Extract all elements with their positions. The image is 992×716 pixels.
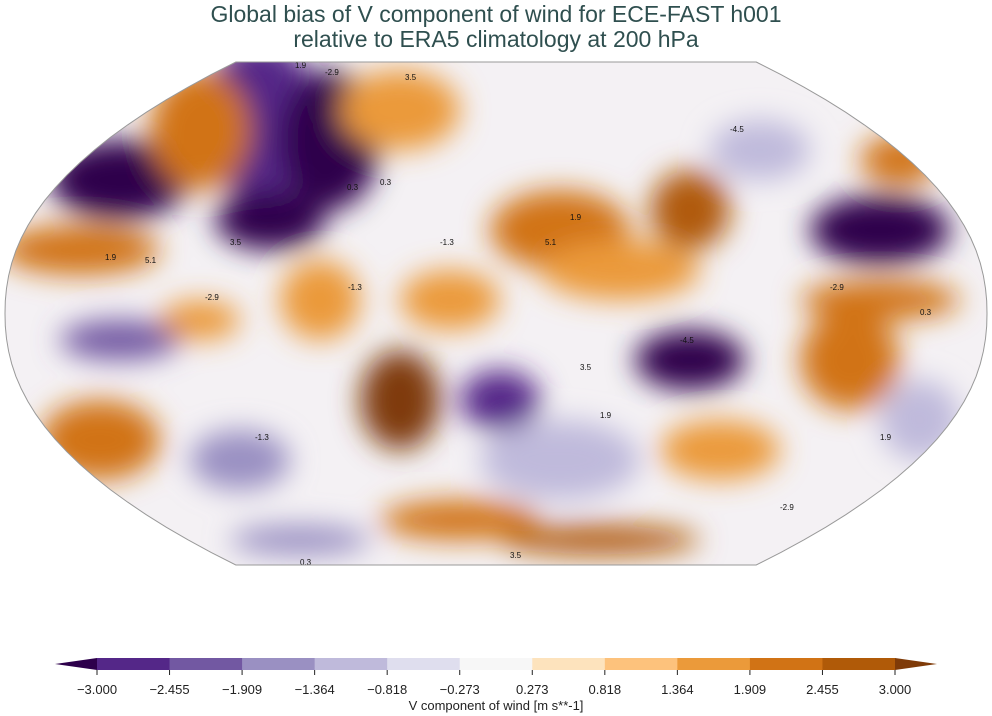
chart-title-line2: relative to ERA5 climatology at 200 hPa <box>293 26 699 52</box>
map-boundary <box>4 61 988 566</box>
field-anomaly-0 <box>50 140 190 220</box>
colorbar-tick-label: −0.818 <box>367 682 408 697</box>
contour-label: 3.5 <box>510 551 522 560</box>
field-anomaly-16 <box>360 350 440 450</box>
field-anomaly-24 <box>380 500 540 540</box>
colorbar-tick-label: 3.000 <box>878 682 912 697</box>
colorbar-tick-label: −1.364 <box>294 682 335 697</box>
contour-label: 0.3 <box>347 183 359 192</box>
field-anomaly-19 <box>60 320 180 360</box>
contour-label: 5.1 <box>145 256 157 265</box>
contour-label: 1.9 <box>880 433 892 442</box>
field-anomaly-10 <box>810 195 950 265</box>
field-anomaly-23 <box>660 420 780 480</box>
colorbar-tick-label: 0.273 <box>515 682 549 697</box>
field-anomaly-22 <box>480 420 640 500</box>
colorbar <box>55 658 937 675</box>
colorbar-tick-label: 1.364 <box>661 682 694 697</box>
field-anomaly-29 <box>880 380 960 460</box>
contour-label: 1.9 <box>570 213 582 222</box>
colorbar-bin-8 <box>677 658 751 670</box>
contour-label: -2.9 <box>205 293 219 302</box>
contour-label: 0.3 <box>920 308 932 317</box>
colorbar-low-arrow <box>55 658 97 670</box>
colorbar-bin-3 <box>314 658 388 670</box>
field-anomaly-4 <box>150 70 250 190</box>
contour-label: -2.9 <box>325 68 339 77</box>
colorbar-high-arrow <box>895 658 937 670</box>
field-anomaly-25 <box>500 525 700 555</box>
field-anomaly-12 <box>800 280 960 320</box>
field-anomaly-28 <box>710 120 810 180</box>
contour-label: -1.3 <box>255 433 269 442</box>
contour-label: 0.3 <box>380 178 392 187</box>
colorbar-tick-label: 2.455 <box>806 682 839 697</box>
field-anomaly-17 <box>280 260 360 340</box>
colorbar-bin-6 <box>532 658 606 670</box>
field-anomaly-15 <box>460 370 540 430</box>
colorbar-tick-label: −1.909 <box>222 682 263 697</box>
colorbar-bin-2 <box>242 658 316 670</box>
colorbar-bin-1 <box>169 658 243 670</box>
colorbar-bin-0 <box>97 658 171 670</box>
field-anomaly-5 <box>5 225 160 275</box>
field-anomaly-20 <box>40 400 160 480</box>
colorbar-tick-label: −2.455 <box>149 682 190 697</box>
contour-label: 0.3 <box>300 558 312 567</box>
field-anomaly-14 <box>635 330 745 390</box>
colorbar-bin-10 <box>822 658 896 670</box>
colorbar-bin-4 <box>387 658 461 670</box>
colorbar-tick-label: −3.000 <box>76 682 118 697</box>
contour-label: -4.5 <box>680 336 694 345</box>
colorbar-bin-7 <box>604 658 678 670</box>
contour-label: 1.9 <box>105 253 117 262</box>
contour-label: -4.5 <box>730 125 744 134</box>
contour-label: -2.9 <box>830 283 844 292</box>
contour-label: -1.3 <box>348 283 362 292</box>
contour-label: 5.1 <box>545 238 557 247</box>
chart-title-line1: Global bias of V component of wind for E… <box>210 1 782 27</box>
field-anomaly-26 <box>230 525 370 555</box>
colorbar-bin-9 <box>749 658 823 670</box>
field-anomaly-27 <box>400 270 500 330</box>
map-field: 1.9 -2.9 3.5 0.3 -1.3 -4.5 5.1 1.9 -2.9 0.3 3.5 -1.… <box>5 61 987 567</box>
field-anomaly-11 <box>860 135 940 185</box>
contour-label: 1.9 <box>600 411 612 420</box>
colorbar-tick-label: −0.273 <box>439 682 480 697</box>
contour-label: 3.5 <box>405 73 417 82</box>
contour-label: 1.9 <box>295 61 307 70</box>
contour-label: -1.3 <box>440 238 454 247</box>
contour-label: 3.5 <box>230 238 242 247</box>
field-anomaly-3 <box>215 190 325 250</box>
contour-label: 3.5 <box>580 363 592 372</box>
field-anomaly-18 <box>160 300 240 340</box>
colorbar-label: V component of wind [m s**-1] <box>408 698 584 713</box>
colorbar-bin-5 <box>459 658 533 670</box>
field-anomaly-8 <box>650 170 730 250</box>
colorbar-tick-label: 0.818 <box>588 682 622 697</box>
field-anomaly-13 <box>800 310 900 410</box>
field-anomaly-21 <box>190 430 290 490</box>
contour-label: -2.9 <box>780 503 794 512</box>
field-anomaly-6 <box>340 70 460 150</box>
colorbar-tick-label: 1.909 <box>733 682 767 697</box>
field-anomaly-9 <box>540 240 700 300</box>
